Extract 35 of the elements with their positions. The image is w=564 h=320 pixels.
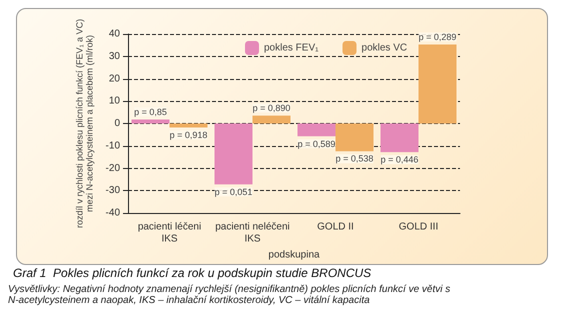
annotation: p = 0,890 xyxy=(252,103,290,114)
annotation: p = 0,538 xyxy=(336,154,374,164)
x-axis-title: podskupina xyxy=(268,249,320,260)
y-tick-label: -40 xyxy=(106,208,120,218)
y-tick-label: 40 xyxy=(108,28,120,40)
legend-label: pokles FEV₁ xyxy=(264,42,320,54)
y-axis-title: rozdíl v rychlosti poklesu plicních funkcí (FEV₁ a VC) mezi N-acetylcysteinem a placebem (ml/rok) xyxy=(74,18,95,228)
legend-label: pokles VC xyxy=(362,42,408,54)
x-tick-label: pacienti neléčeni IKS xyxy=(215,222,290,244)
text: Graf 1 Pokles plicních funkcí za rok u podskupin studie BRONCUS xyxy=(13,266,372,280)
bar xyxy=(298,124,336,136)
bar xyxy=(252,116,290,124)
annotation: p = 0,051 xyxy=(214,186,252,197)
y-tick-label: 20 xyxy=(108,73,120,84)
bar xyxy=(336,124,374,152)
annotation: p = 0,289 xyxy=(418,32,456,42)
bar xyxy=(132,119,170,124)
annotation: p = 0,918 xyxy=(170,130,208,140)
bar xyxy=(380,124,418,152)
y-tick-label: -10 xyxy=(106,140,120,152)
bar xyxy=(170,124,208,128)
annotation: p = 0,85 xyxy=(134,106,167,117)
y-tick-label: 0 xyxy=(114,118,120,129)
x-tick-label: GOLD III xyxy=(398,222,438,232)
bar xyxy=(418,44,456,124)
y-tick-label: 10 xyxy=(108,96,120,107)
y-tick-label: -30 xyxy=(106,185,120,196)
annotation: p = 0,446 xyxy=(380,154,418,165)
x-tick-label: GOLD II xyxy=(317,222,354,232)
annotation: p = 0,589 xyxy=(298,138,336,149)
bar xyxy=(214,124,252,184)
x-tick-label: pacienti léčeni IKS xyxy=(138,222,202,244)
y-tick-label: 30 xyxy=(108,50,120,62)
y-tick-label: -20 xyxy=(106,162,120,174)
text: Vysvětlivky: Negativní hodnoty znamenají rychlejší (nesignifikantně) pokles plicních funkcí ve větvi s N-acetylcysteinem a naopak, IKS – inhalační kortikosteroidy, VC – vitální kapacita xyxy=(8,284,454,306)
